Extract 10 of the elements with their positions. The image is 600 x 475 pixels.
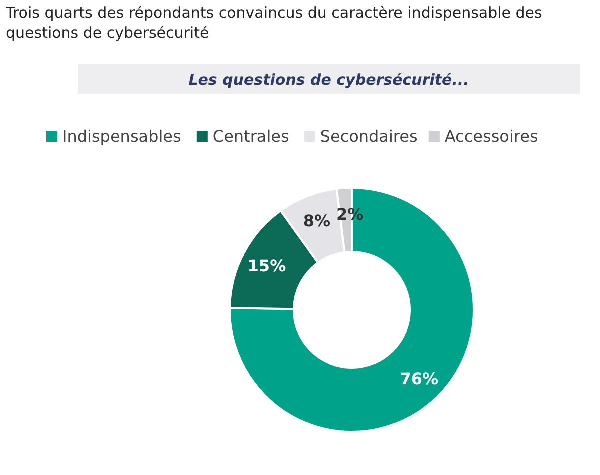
data-label: 15% — [248, 256, 286, 276]
legend-label: Accessoires — [444, 127, 538, 146]
data-label: 76% — [400, 369, 438, 388]
donut-slice — [229, 187, 475, 433]
data-label: 8% — [303, 212, 331, 231]
chart-subtitle: Les questions de cybersécurité... — [188, 71, 470, 89]
legend-label: Indispensables — [62, 127, 182, 146]
chart-title: Trois quarts des répondants convaincus du caractère indispensable des questions de cybersécurité — [5, 4, 543, 42]
legend-label: Secondaires — [320, 127, 418, 146]
legend-label: Centrales — [212, 127, 290, 146]
